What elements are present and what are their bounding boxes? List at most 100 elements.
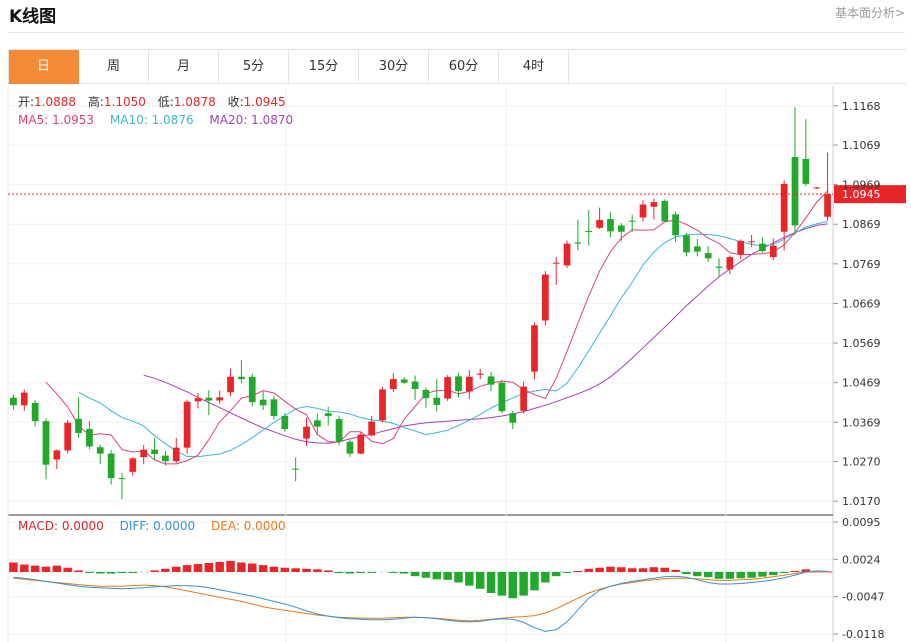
candle-body-20 <box>227 376 234 393</box>
macd-bar-37 <box>410 571 420 577</box>
ma20-value: 1.0870 <box>251 113 293 127</box>
ma-legend: MA5: 1.0953 MA10: 1.0876 MA20: 1.0870 <box>18 113 293 127</box>
candle-body-14 <box>162 455 169 462</box>
candle-body-59 <box>650 202 658 207</box>
tab-5min[interactable]: 5分 <box>219 50 289 84</box>
macd-bar-35 <box>389 571 398 573</box>
macd-bar-33 <box>367 571 376 573</box>
ma10-value: 1.0876 <box>152 113 194 127</box>
macd-bar-74 <box>812 570 821 572</box>
candle-body-34 <box>379 389 386 421</box>
candle-body-46 <box>509 413 517 423</box>
candle-body-25 <box>281 415 289 430</box>
macd-tick-label-3: -0.0118 <box>842 628 884 641</box>
candle-body-7 <box>86 429 93 447</box>
candle-body-22 <box>248 376 256 403</box>
candle-body-55 <box>607 219 614 232</box>
candle-body-15 <box>172 447 180 462</box>
candle-body-32 <box>357 434 365 454</box>
macd-bar-19 <box>215 561 224 572</box>
macd-bar-51 <box>562 571 572 574</box>
candle-body-50 <box>552 262 560 264</box>
tab-60min[interactable]: 60分 <box>429 50 499 84</box>
candle-body-52 <box>574 242 582 244</box>
dea-value: 0.0000 <box>244 519 286 533</box>
ma5-label: MA5: <box>18 113 52 127</box>
candle-body-62 <box>683 235 690 253</box>
macd-bar-62 <box>682 571 691 575</box>
price-tick-label-5: 1.0669 <box>842 297 881 310</box>
candle-body-48 <box>531 325 538 372</box>
kline-chart-svg[interactable]: 1.0945 1.1168 1.1069 1.0969 1.0869 1.0769 1.0… <box>0 86 911 642</box>
candle-body-18 <box>205 397 213 401</box>
candle-body-36 <box>400 379 408 383</box>
current-price-label: 1.0945 <box>842 188 881 201</box>
price-tick-label-0: 1.1168 <box>842 100 881 113</box>
macd-bar-60 <box>660 567 669 572</box>
macd-bar-65 <box>714 571 724 579</box>
price-tick-label-9: 1.0270 <box>842 456 881 469</box>
candle-body-57 <box>628 220 636 222</box>
candle-body-74 <box>813 187 821 189</box>
candle-body-71 <box>780 183 788 232</box>
macd-bar-47 <box>519 571 528 596</box>
low-value: 1.0878 <box>174 95 216 109</box>
candle-body-63 <box>693 246 701 252</box>
price-tick-label-8: 1.0369 <box>842 416 881 429</box>
current-price-tag <box>834 185 906 204</box>
open-label: 开: <box>18 95 34 109</box>
candle-body-24 <box>270 399 278 416</box>
candle-body-75 <box>824 194 831 217</box>
macd-lines <box>13 570 828 632</box>
macd-bar-14 <box>161 568 170 572</box>
candle-body-35 <box>389 379 397 390</box>
macd-bar-39 <box>432 571 442 580</box>
tab-week[interactable]: 周 <box>79 50 149 84</box>
candle-body-3 <box>42 421 50 465</box>
candle-body-51 <box>563 243 571 266</box>
macd-bar-38 <box>421 571 431 578</box>
macd-bar-18 <box>204 563 214 572</box>
candle-body-19 <box>216 397 224 401</box>
macd-bar-9 <box>106 571 116 574</box>
header-divider <box>8 32 905 33</box>
macd-bar-54 <box>595 567 604 572</box>
macd-bar-8 <box>96 571 105 574</box>
candle-body-16 <box>183 401 191 448</box>
macd-bar-10 <box>117 571 127 574</box>
tab-30min[interactable]: 30分 <box>359 50 429 84</box>
price-tick-label-10: 1.0170 <box>842 495 881 508</box>
macd-bar-55 <box>606 566 615 572</box>
tab-day[interactable]: 日 <box>9 50 79 84</box>
macd-tick-label-2: -0.0047 <box>842 591 884 604</box>
candle-body-27 <box>303 426 310 439</box>
macd-bar-22 <box>248 563 257 572</box>
candle-body-33 <box>368 421 376 436</box>
macd-bar-6 <box>74 570 83 572</box>
price-tick-label-6: 1.0569 <box>842 337 881 350</box>
ma10-label: MA10: <box>110 113 152 127</box>
fundamental-analysis-link[interactable]: 基本面分析> <box>834 6 905 20</box>
candle-body-13 <box>151 449 158 454</box>
kline-chart[interactable]: 1.0945 1.1168 1.1069 1.0969 1.0869 1.0769 1.0… <box>0 86 911 642</box>
macd-bar-0 <box>9 562 18 572</box>
candle-body-10 <box>118 478 126 480</box>
candle-body-45 <box>498 382 506 412</box>
candle-body-29 <box>324 413 332 416</box>
macd-bar-16 <box>182 565 192 572</box>
candle-body-28 <box>314 420 321 427</box>
macd-bar-73 <box>801 569 811 572</box>
candle-body-66 <box>726 257 734 270</box>
diff-value: 0.0000 <box>153 519 195 533</box>
tab-month[interactable]: 月 <box>149 50 219 84</box>
macd-bar-17 <box>193 564 203 572</box>
candle-body-56 <box>617 225 625 232</box>
close-value: 1.0945 <box>244 95 286 109</box>
macd-bar-41 <box>454 571 463 583</box>
macd-bar-69 <box>758 571 767 577</box>
macd-bar-71 <box>779 571 789 574</box>
tab-15min[interactable]: 15分 <box>289 50 359 84</box>
ma5-line <box>45 190 828 465</box>
candle-body-58 <box>639 204 647 218</box>
tab-4h[interactable]: 4时 <box>499 50 569 84</box>
